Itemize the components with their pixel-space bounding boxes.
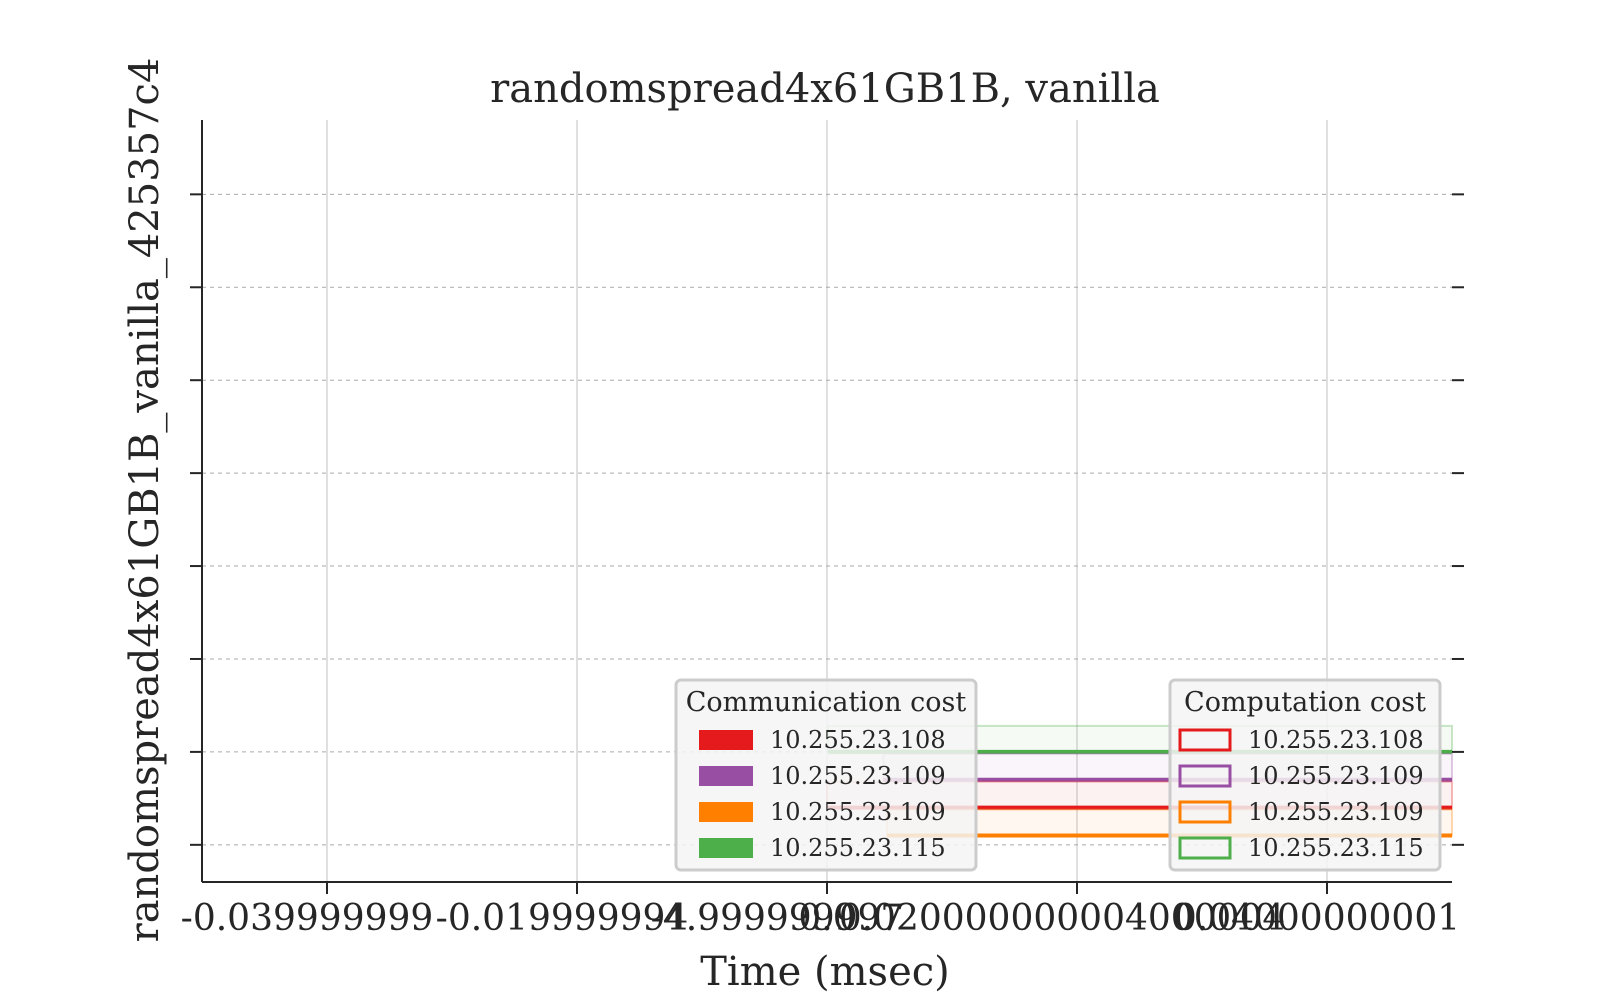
legend-label: 10.255.23.108 — [1248, 726, 1424, 754]
legend-swatch — [1178, 764, 1232, 788]
x-tick-label: -0.039999999 — [181, 898, 434, 939]
legend-title: Computation cost — [1184, 687, 1426, 718]
x-tick-label: 0.04000000001 — [1174, 898, 1460, 939]
legend-box — [1168, 678, 1442, 872]
legend-title: Communication cost — [686, 687, 967, 718]
x-tick-label: 0.020000000004000004 — [839, 898, 1286, 939]
legend-label: 10.255.23.109 — [770, 798, 946, 826]
legend-swatch — [1178, 800, 1232, 824]
legend-swatch — [1178, 836, 1232, 860]
legend-swatch — [699, 838, 753, 858]
x-tick-label: -4.999999997 — [651, 898, 904, 939]
legend-swatch — [699, 730, 753, 750]
ticks: -0.039999999 -0.019999994-4.9999999970.00… — [181, 193, 1464, 939]
x-axis-label: Time (msec) — [700, 949, 950, 995]
x-tick-label: 0.0 — [798, 898, 855, 939]
legend-label: 10.255.23.109 — [1248, 762, 1424, 790]
legend-box — [674, 678, 978, 872]
legend-swatch — [1178, 728, 1232, 752]
legend-label: 10.255.23.109 — [1248, 798, 1424, 826]
y-axis-label: randomspread4x61GB1B_vanilla_425357c4 — [122, 58, 168, 943]
legend-label: 10.255.23.109 — [770, 762, 946, 790]
x-tick-label: -0.019999994 — [436, 898, 689, 939]
legend-label: 10.255.23.115 — [770, 834, 946, 862]
chart-title: randomspread4x61GB1B, vanilla — [490, 66, 1160, 112]
legend-label: 10.255.23.108 — [770, 726, 946, 754]
legend-swatch — [699, 802, 753, 822]
legend-swatch — [699, 766, 753, 786]
legend-label: 10.255.23.115 — [1248, 834, 1424, 862]
legends: Communication cost 10.255.23.108 10.255.23… — [674, 678, 1442, 872]
